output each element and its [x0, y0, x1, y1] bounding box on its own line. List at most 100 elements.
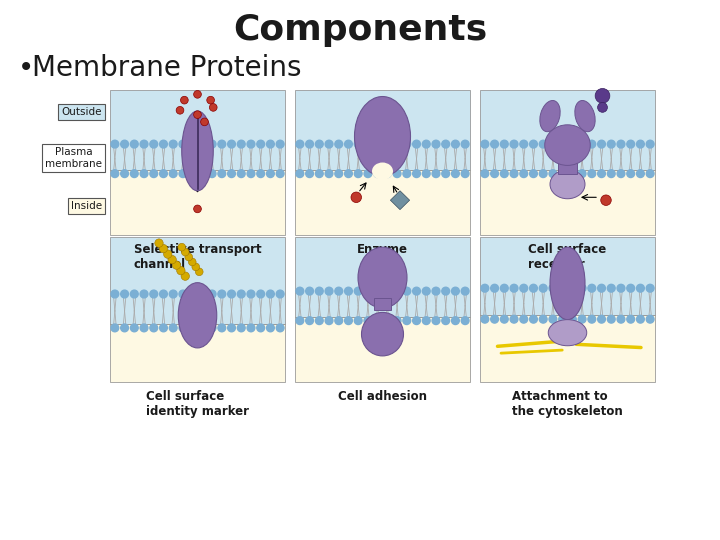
Text: •: •	[18, 54, 35, 82]
Circle shape	[403, 140, 410, 148]
Circle shape	[306, 317, 313, 325]
Circle shape	[559, 170, 567, 178]
Circle shape	[140, 140, 148, 148]
Circle shape	[451, 287, 459, 295]
Circle shape	[500, 315, 508, 323]
Circle shape	[569, 315, 576, 323]
Circle shape	[195, 268, 203, 275]
Circle shape	[636, 170, 644, 178]
Circle shape	[247, 140, 255, 148]
Circle shape	[266, 140, 274, 148]
Circle shape	[462, 140, 469, 148]
Text: Enzyme: Enzyme	[357, 243, 408, 256]
Circle shape	[595, 89, 610, 103]
Circle shape	[194, 205, 202, 213]
Ellipse shape	[575, 100, 595, 132]
Circle shape	[491, 285, 498, 292]
Circle shape	[559, 315, 567, 323]
Ellipse shape	[540, 100, 560, 132]
Circle shape	[199, 290, 206, 298]
Circle shape	[413, 317, 420, 325]
Circle shape	[325, 317, 333, 325]
Circle shape	[189, 290, 197, 298]
Text: Cell surface
receptor: Cell surface receptor	[528, 243, 607, 271]
Circle shape	[208, 290, 216, 298]
Circle shape	[160, 140, 167, 148]
Circle shape	[393, 287, 401, 295]
Circle shape	[315, 287, 323, 295]
Ellipse shape	[179, 282, 217, 348]
Circle shape	[491, 170, 498, 178]
Circle shape	[189, 170, 197, 178]
Circle shape	[121, 140, 128, 148]
Circle shape	[296, 140, 304, 148]
Bar	[295, 317, 470, 382]
Circle shape	[150, 140, 158, 148]
Circle shape	[228, 290, 235, 298]
Circle shape	[647, 285, 654, 292]
Circle shape	[163, 250, 172, 258]
Circle shape	[354, 317, 362, 325]
Circle shape	[608, 140, 615, 148]
Ellipse shape	[358, 247, 407, 308]
Circle shape	[598, 140, 606, 148]
Circle shape	[549, 315, 557, 323]
Circle shape	[130, 140, 138, 148]
Circle shape	[384, 317, 391, 325]
Circle shape	[549, 285, 557, 292]
Circle shape	[325, 170, 333, 178]
Circle shape	[169, 170, 177, 178]
Circle shape	[169, 290, 177, 298]
Circle shape	[442, 287, 449, 295]
Circle shape	[247, 324, 255, 332]
Circle shape	[520, 170, 528, 178]
Ellipse shape	[354, 97, 410, 176]
Circle shape	[569, 170, 576, 178]
Circle shape	[238, 140, 245, 148]
Circle shape	[335, 170, 343, 178]
Circle shape	[481, 285, 489, 292]
Circle shape	[374, 140, 382, 148]
Circle shape	[510, 315, 518, 323]
Circle shape	[345, 287, 352, 295]
Circle shape	[276, 290, 284, 298]
Circle shape	[185, 253, 193, 261]
Circle shape	[296, 287, 304, 295]
Circle shape	[130, 170, 138, 178]
Circle shape	[172, 261, 181, 269]
Circle shape	[296, 317, 304, 325]
Circle shape	[578, 285, 586, 292]
Circle shape	[121, 170, 128, 178]
Bar	[480, 315, 655, 382]
Circle shape	[210, 104, 217, 111]
Bar	[295, 237, 470, 317]
Circle shape	[189, 324, 197, 332]
Circle shape	[374, 170, 382, 178]
Ellipse shape	[372, 163, 393, 180]
Circle shape	[608, 315, 615, 323]
Bar	[110, 90, 285, 170]
Circle shape	[315, 317, 323, 325]
Bar	[480, 90, 655, 170]
Circle shape	[384, 170, 391, 178]
Circle shape	[257, 140, 264, 148]
Circle shape	[423, 317, 430, 325]
Circle shape	[393, 140, 401, 148]
Circle shape	[451, 140, 459, 148]
Circle shape	[140, 290, 148, 298]
Circle shape	[160, 324, 167, 332]
Circle shape	[403, 287, 410, 295]
Circle shape	[481, 170, 489, 178]
Text: Cell surface
identity marker: Cell surface identity marker	[146, 390, 249, 418]
Circle shape	[510, 285, 518, 292]
Circle shape	[111, 170, 119, 178]
Circle shape	[393, 170, 401, 178]
Circle shape	[266, 170, 274, 178]
Circle shape	[228, 324, 235, 332]
Circle shape	[179, 324, 186, 332]
Bar	[295, 90, 470, 170]
Circle shape	[384, 140, 391, 148]
Circle shape	[276, 140, 284, 148]
Circle shape	[364, 140, 372, 148]
Ellipse shape	[361, 313, 403, 356]
